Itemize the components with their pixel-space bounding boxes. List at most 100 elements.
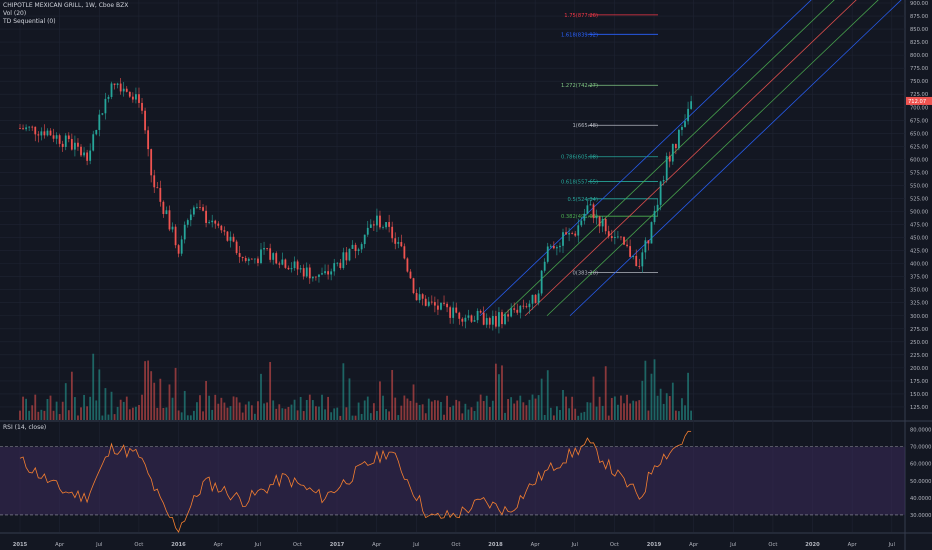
candle-body	[595, 216, 598, 219]
volume-bar	[504, 412, 506, 420]
candle-body	[403, 246, 406, 259]
volume-bar	[229, 406, 232, 420]
volume-bar	[473, 410, 476, 420]
candle-body	[617, 236, 619, 238]
candle-body	[205, 210, 207, 223]
candle-body	[336, 262, 339, 264]
candle-body	[461, 318, 464, 322]
candle-body	[409, 271, 412, 279]
time-tick-label: Jul	[888, 542, 895, 548]
volume-bar	[180, 412, 183, 420]
candle-body	[449, 307, 452, 318]
candle-body	[339, 262, 342, 268]
candle-body	[171, 226, 174, 230]
price-tick-label: 575.00	[910, 170, 928, 176]
volume-bar	[409, 400, 412, 420]
candle-body	[22, 128, 24, 130]
td-sequential-label[interactable]: TD Sequential (0)	[3, 18, 56, 25]
candle-body	[681, 126, 683, 130]
price-tick-label: 400.00	[910, 262, 928, 268]
candle-body	[89, 150, 92, 161]
candle-body	[482, 312, 485, 325]
volume-bar	[31, 405, 34, 420]
volume-bar	[437, 400, 439, 420]
volume-bar	[488, 406, 491, 420]
candle-body	[552, 245, 555, 249]
volume-bar	[46, 398, 49, 420]
candle-body	[388, 222, 391, 227]
candle-body	[537, 293, 540, 304]
time-tick-label: Jul	[254, 542, 261, 548]
candle-body	[156, 187, 159, 189]
candle-body	[345, 252, 348, 261]
volume-bar	[519, 395, 522, 420]
volume-bar	[433, 400, 436, 420]
volume-bar	[458, 401, 461, 420]
volume-bar	[131, 407, 134, 420]
price-tick-label: 600.00	[910, 157, 928, 163]
volume-bar	[568, 408, 571, 420]
volume-bar	[186, 415, 189, 420]
candle-body	[104, 98, 107, 114]
candle-body	[284, 259, 287, 268]
candle-body	[269, 248, 272, 260]
candle-body	[433, 302, 436, 306]
volume-bar	[687, 372, 689, 420]
volume-bar	[156, 407, 159, 420]
time-tick-label: Jul	[412, 542, 419, 548]
candle-body	[516, 309, 519, 313]
volume-bar	[205, 380, 207, 420]
volume-bar	[674, 410, 677, 420]
volume-bar	[629, 403, 632, 420]
volume-bar	[327, 396, 330, 420]
candle-body	[427, 301, 430, 306]
volume-bar	[257, 401, 259, 420]
rsi-label[interactable]: RSI (14, close)	[3, 424, 47, 431]
volume-bar	[644, 360, 647, 420]
candle-body	[589, 204, 592, 206]
candle-body	[363, 234, 366, 245]
candle-body	[250, 258, 253, 260]
candle-body	[665, 155, 668, 181]
volume-bar	[571, 396, 574, 420]
candle-body	[531, 294, 534, 304]
volume-indicator-label[interactable]: Vol (20)	[3, 10, 27, 17]
volume-bar	[58, 414, 61, 420]
fib-label: 0.5(524.34)	[568, 197, 598, 203]
volume-bar	[348, 378, 351, 420]
volume-bar	[589, 402, 592, 420]
candle-body	[488, 318, 491, 325]
volume-bar	[580, 412, 583, 420]
candle-body	[674, 143, 677, 149]
price-tick-label: 525.00	[910, 196, 928, 202]
candle-body	[287, 267, 290, 270]
candle-body	[31, 126, 34, 128]
candle-body	[128, 91, 131, 97]
volume-bar	[549, 407, 552, 420]
volume-bar	[196, 402, 198, 420]
price-tick-label: 300.00	[910, 314, 928, 320]
volume-bar	[424, 413, 427, 420]
rsi-band	[0, 446, 905, 515]
candle-body	[455, 307, 458, 313]
volume-bar	[296, 410, 299, 420]
volume-bar	[559, 409, 561, 420]
candle-body	[174, 226, 177, 246]
candle-body	[528, 303, 531, 308]
price-tick-label: 350.00	[910, 288, 928, 294]
volume-bar	[690, 410, 693, 420]
volume-bar	[318, 406, 320, 420]
candle-body	[147, 130, 150, 150]
volume-bar	[125, 396, 128, 420]
price-tick-label: 475.00	[910, 223, 928, 229]
candle-body	[92, 134, 95, 151]
volume-bar	[464, 403, 467, 420]
candle-body	[562, 232, 564, 246]
volume-bar	[263, 403, 265, 420]
last-price-box	[906, 96, 932, 105]
rsi-tick-label: 40.0000	[910, 496, 931, 502]
candle-body	[52, 135, 55, 139]
candle-body	[415, 293, 418, 301]
price-tick-label: 650.00	[910, 131, 928, 137]
